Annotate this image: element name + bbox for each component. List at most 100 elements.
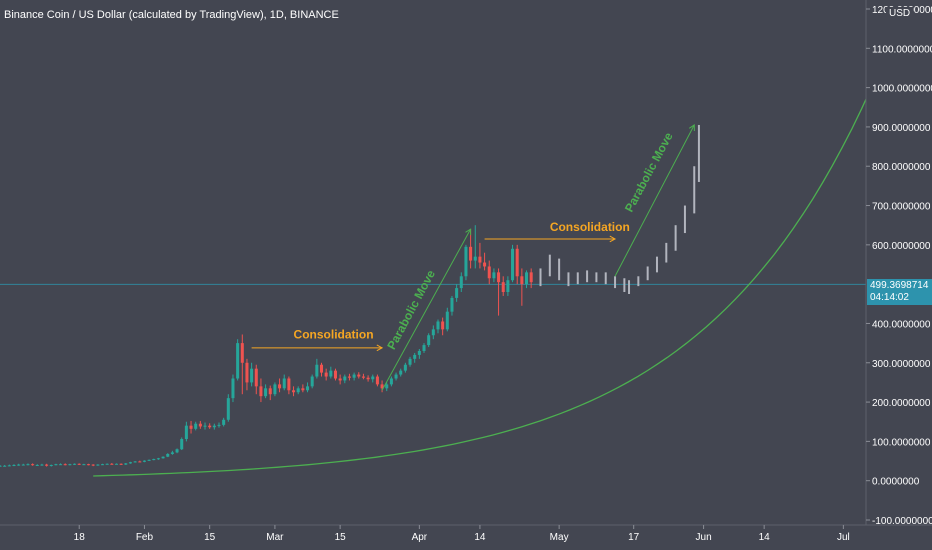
candle-body bbox=[49, 464, 53, 466]
y-axis-panel[interactable] bbox=[866, 0, 932, 550]
arrow-head bbox=[609, 235, 617, 243]
candle-body bbox=[124, 463, 128, 465]
candle bbox=[35, 464, 39, 466]
parabolic-move-label: Parabolic Move bbox=[622, 130, 676, 215]
candle bbox=[282, 374, 286, 391]
candle bbox=[189, 420, 193, 434]
candle bbox=[273, 382, 277, 397]
candle bbox=[329, 366, 333, 379]
candle-body bbox=[254, 368, 258, 387]
candle bbox=[511, 244, 515, 283]
candle bbox=[40, 463, 44, 466]
candle-body bbox=[515, 248, 519, 277]
candle bbox=[413, 352, 417, 363]
candle-body bbox=[170, 452, 174, 454]
candle-body bbox=[497, 272, 501, 283]
candle-body bbox=[511, 248, 515, 281]
candle-body bbox=[21, 464, 25, 466]
candle bbox=[301, 384, 305, 393]
candle-body bbox=[12, 464, 16, 466]
candle-body bbox=[347, 376, 351, 378]
y-tick-label: 200.0000000 bbox=[872, 398, 931, 409]
candle bbox=[26, 463, 30, 466]
candle-body bbox=[478, 256, 482, 263]
candle bbox=[73, 463, 77, 465]
x-tick-label: Mar bbox=[266, 532, 284, 543]
x-axis-panel[interactable] bbox=[0, 525, 932, 550]
candle-body bbox=[380, 384, 384, 389]
candle-body bbox=[483, 262, 487, 267]
y-tick-label: 800.0000000 bbox=[872, 162, 931, 173]
candle bbox=[310, 374, 314, 389]
candle-body bbox=[105, 463, 109, 465]
candle bbox=[497, 268, 501, 316]
candle bbox=[82, 463, 86, 466]
candle bbox=[212, 423, 216, 430]
candle bbox=[222, 417, 226, 427]
candle bbox=[371, 374, 375, 383]
candle-body bbox=[492, 272, 496, 279]
currency-label[interactable]: USD bbox=[886, 7, 914, 20]
candle-body bbox=[133, 461, 137, 463]
x-tick-label: 15 bbox=[204, 532, 216, 543]
candle-body bbox=[264, 388, 268, 397]
candle-countdown: 04:14:02 bbox=[870, 292, 909, 303]
parabolic-arrow bbox=[614, 124, 695, 277]
candle bbox=[105, 463, 109, 465]
candle bbox=[427, 333, 431, 348]
candle-body bbox=[203, 425, 207, 427]
candle bbox=[375, 374, 379, 387]
candle-body bbox=[385, 384, 389, 389]
candle bbox=[245, 358, 249, 391]
candle-body bbox=[226, 398, 230, 420]
x-tick-label: 18 bbox=[74, 532, 86, 543]
candle-body bbox=[352, 374, 356, 378]
candle bbox=[208, 423, 212, 429]
candle-body bbox=[3, 465, 7, 467]
candle bbox=[236, 339, 240, 381]
candle bbox=[441, 317, 445, 336]
candle-body bbox=[464, 246, 468, 277]
candle-body bbox=[161, 456, 165, 459]
candle-body bbox=[231, 378, 235, 399]
arrow-shaft bbox=[381, 228, 472, 391]
candle bbox=[133, 461, 137, 463]
candle-body bbox=[357, 374, 361, 377]
candle-body bbox=[40, 464, 44, 466]
candle bbox=[12, 464, 16, 467]
candle-body bbox=[445, 311, 449, 330]
candle bbox=[306, 382, 310, 393]
candle bbox=[198, 420, 202, 429]
candle bbox=[87, 463, 91, 466]
candle bbox=[408, 356, 412, 367]
current-price-value: 499.3698714 bbox=[870, 280, 929, 291]
candle-body bbox=[68, 464, 72, 466]
candle bbox=[380, 380, 384, 393]
candle-body bbox=[128, 462, 132, 464]
candle-body bbox=[455, 288, 459, 298]
candle-body bbox=[73, 463, 77, 465]
candle-body bbox=[273, 384, 277, 395]
candle bbox=[96, 464, 100, 466]
candle bbox=[119, 463, 123, 465]
candle bbox=[338, 374, 342, 385]
candle bbox=[296, 386, 300, 395]
x-tick-label: 14 bbox=[474, 532, 486, 543]
candle bbox=[319, 362, 324, 377]
candle-body bbox=[166, 453, 170, 457]
candle-body bbox=[54, 464, 58, 466]
candle-body bbox=[389, 378, 393, 385]
candle bbox=[343, 374, 347, 384]
candle bbox=[478, 242, 482, 269]
candle bbox=[529, 268, 533, 289]
candle-body bbox=[501, 282, 505, 293]
arrow-head bbox=[688, 124, 695, 131]
y-tick-label: 100.0000000 bbox=[872, 437, 931, 448]
candle bbox=[268, 385, 272, 401]
candle-body bbox=[189, 425, 193, 429]
candle bbox=[184, 421, 188, 442]
candle bbox=[91, 464, 95, 467]
candle bbox=[17, 463, 21, 466]
candle bbox=[77, 463, 81, 465]
